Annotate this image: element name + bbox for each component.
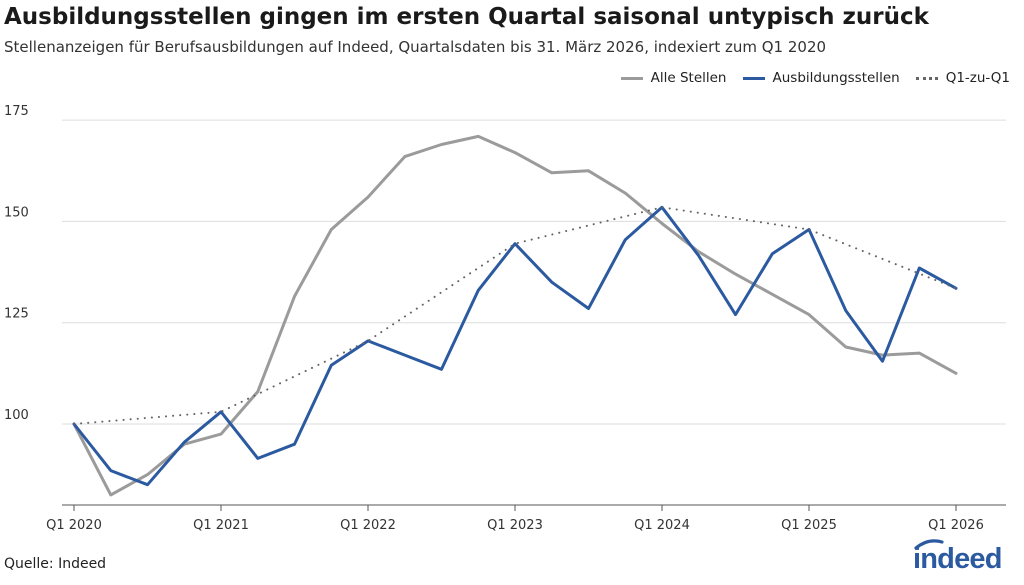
series-line-ausbildungsstellen	[72, 205, 958, 487]
legend-item-ausbildungsstellen: Ausbildungsstellen	[742, 70, 900, 86]
x-tick-label-4: Q1 2024	[634, 518, 690, 533]
y-tick-label-100: 100	[4, 408, 29, 423]
legend-label-alle-stellen: Alle Stellen	[650, 70, 727, 86]
x-tick-label-5: Q1 2025	[781, 518, 837, 533]
series-line-q1-zu-q1	[73, 206, 957, 425]
y-tick-label-150: 150	[4, 205, 29, 220]
legend-label-ausbildungsstellen: Ausbildungsstellen	[772, 70, 900, 86]
x-tick-label-0: Q1 2020	[46, 518, 102, 533]
legend-item-alle-stellen: Alle Stellen	[620, 70, 727, 86]
indeed-logo: indeed	[910, 536, 1010, 578]
y-tick-label-125: 125	[4, 307, 29, 322]
legend-swatch-alle-stellen	[620, 76, 643, 80]
legend-swatch-q1-zu-q1	[915, 76, 938, 80]
series-line-alle-stellen	[72, 134, 958, 497]
legend-item-q1-zu-q1: Q1-zu-Q1	[915, 70, 1010, 86]
y-tick-label-175: 175	[4, 104, 29, 119]
x-tick-label-1: Q1 2021	[193, 518, 249, 533]
chart-title: Ausbildungsstellen gingen im ersten Quar…	[4, 4, 929, 30]
legend-swatch-ausbildungsstellen	[742, 76, 765, 80]
x-tick-label-3: Q1 2023	[487, 518, 543, 533]
svg-text:indeed: indeed	[913, 543, 1002, 574]
x-tick-label-6: Q1 2026	[928, 518, 984, 533]
x-tick-label-2: Q1 2022	[340, 518, 396, 533]
legend: Alle Stellen Ausbildungsstellen Q1-zu-Q1	[620, 70, 1010, 86]
source-note: Quelle: Indeed	[4, 556, 107, 572]
chart-subtitle: Stellenanzeigen für Berufsausbildungen a…	[4, 38, 827, 56]
legend-label-q1-zu-q1: Q1-zu-Q1	[945, 70, 1010, 86]
